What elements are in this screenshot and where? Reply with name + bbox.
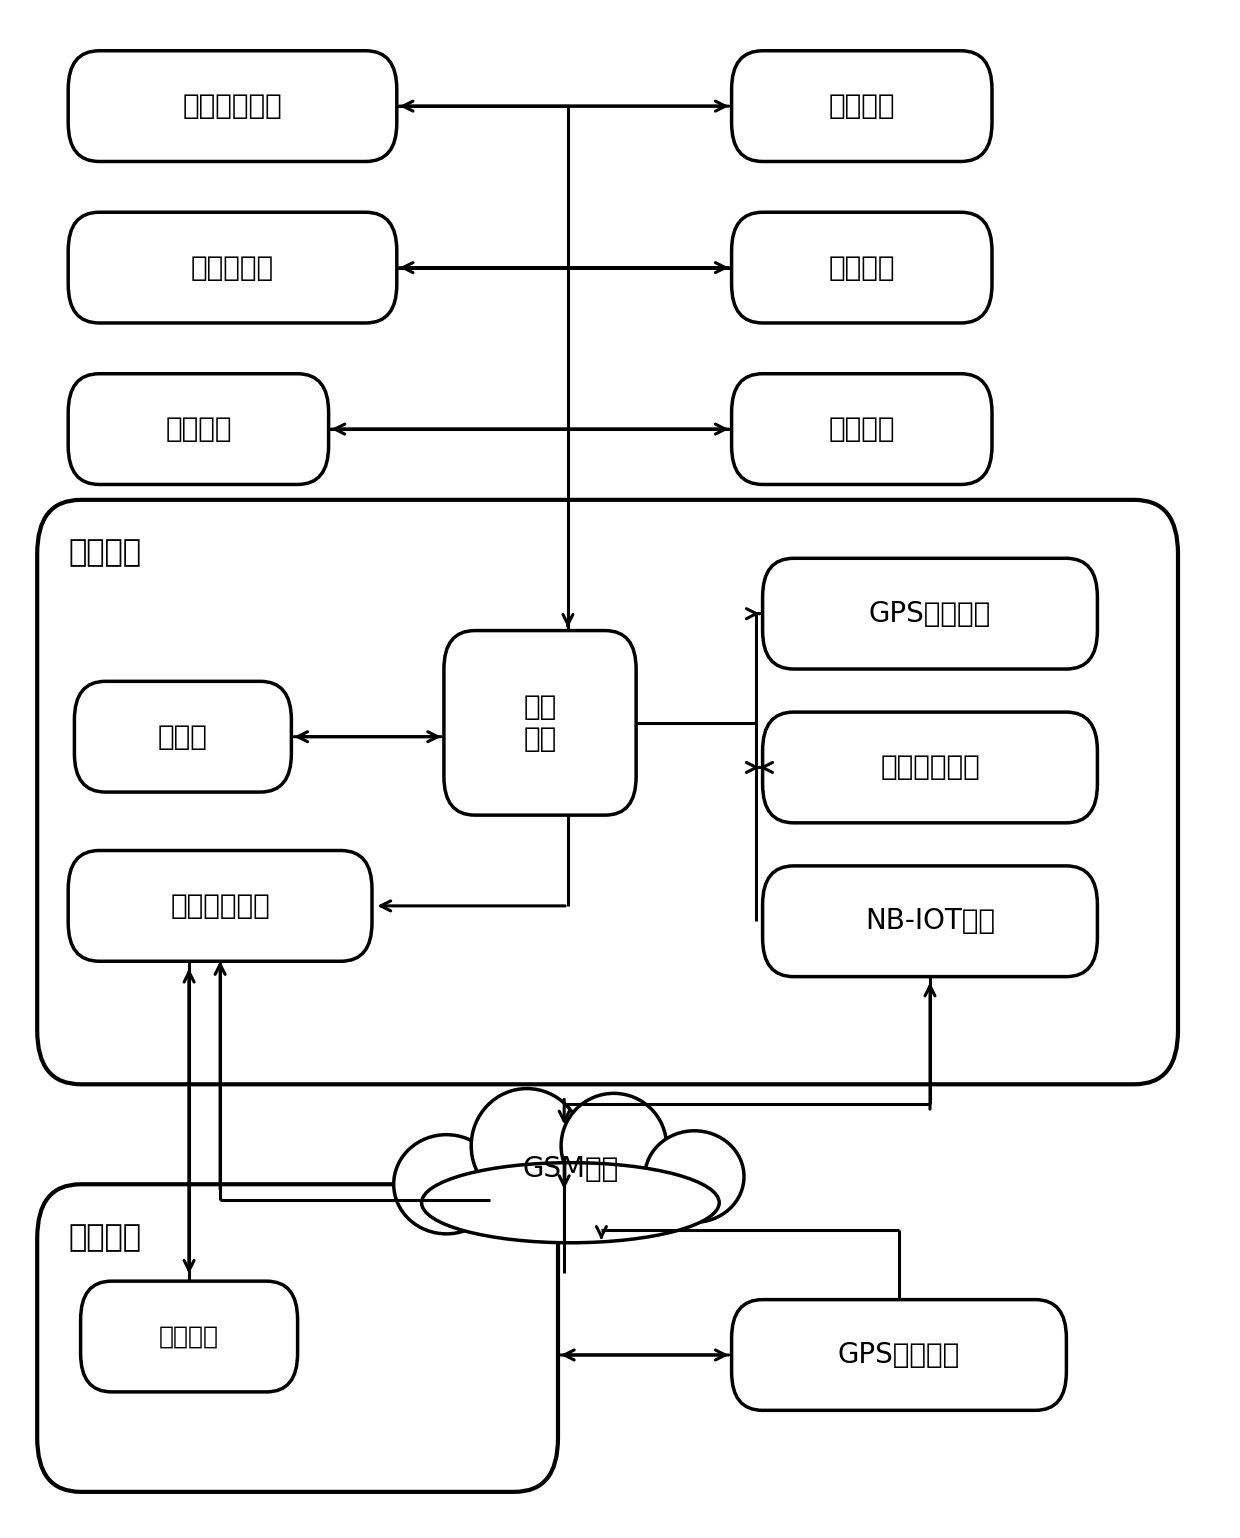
Text: 震动传感器: 震动传感器 [191, 254, 274, 281]
Text: GPS定位系统: GPS定位系统 [838, 1341, 960, 1369]
Ellipse shape [394, 1135, 498, 1233]
FancyBboxPatch shape [732, 212, 992, 323]
Text: 控制
单元: 控制 单元 [523, 692, 557, 754]
FancyBboxPatch shape [732, 374, 992, 484]
Ellipse shape [560, 1094, 667, 1198]
FancyBboxPatch shape [763, 866, 1097, 977]
Ellipse shape [422, 1163, 719, 1243]
FancyBboxPatch shape [763, 712, 1097, 823]
Text: 状态查询模块: 状态查询模块 [880, 754, 980, 781]
FancyBboxPatch shape [732, 51, 992, 161]
Text: 车门开关: 车门开关 [828, 415, 895, 443]
Text: GSM网络: GSM网络 [522, 1155, 619, 1183]
FancyBboxPatch shape [81, 1281, 298, 1392]
Text: NB-IOT模块: NB-IOT模块 [866, 907, 994, 935]
Text: 车载终端: 车载终端 [68, 538, 141, 568]
Text: 智能车锁开关: 智能车锁开关 [182, 92, 283, 120]
Ellipse shape [471, 1089, 583, 1203]
FancyBboxPatch shape [68, 851, 372, 961]
Text: GPS定位模块: GPS定位模块 [869, 600, 991, 628]
Text: 升窗开关: 升窗开关 [828, 254, 895, 281]
Text: 车载蓝牙模块: 车载蓝牙模块 [170, 892, 270, 920]
FancyBboxPatch shape [68, 212, 397, 323]
Text: 启动开关: 启动开关 [828, 92, 895, 120]
FancyBboxPatch shape [68, 374, 329, 484]
FancyBboxPatch shape [732, 1300, 1066, 1410]
FancyBboxPatch shape [37, 500, 1178, 1084]
FancyBboxPatch shape [37, 1184, 558, 1492]
Ellipse shape [645, 1130, 744, 1223]
Text: 存储器: 存储器 [157, 723, 208, 751]
Text: 蓝牙模块: 蓝牙模块 [159, 1324, 219, 1349]
FancyBboxPatch shape [763, 558, 1097, 669]
Text: 智能手机: 智能手机 [68, 1223, 141, 1252]
Text: 鸣笛开关: 鸣笛开关 [165, 415, 232, 443]
FancyBboxPatch shape [444, 631, 636, 815]
FancyBboxPatch shape [74, 681, 291, 792]
FancyBboxPatch shape [68, 51, 397, 161]
